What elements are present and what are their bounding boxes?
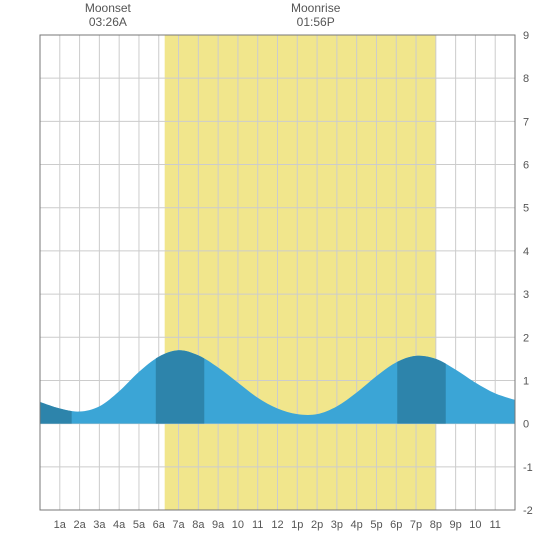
x-tick-label: 4p <box>351 519 363 531</box>
x-tick-label: 2a <box>73 519 86 531</box>
x-tick-label: 7a <box>172 519 185 531</box>
x-tick-label: 8a <box>192 519 205 531</box>
x-tick-label: 1a <box>54 519 67 531</box>
x-tick-label: 9p <box>450 519 462 531</box>
y-tick-label: 9 <box>523 30 529 42</box>
x-tick-label: 7p <box>410 519 422 531</box>
chart-svg: -2-101234567891a2a3a4a5a6a7a8a9a1011121p… <box>0 0 550 550</box>
y-tick-label: -1 <box>523 462 533 474</box>
x-tick-label: 11 <box>252 519 263 531</box>
tide-chart: -2-101234567891a2a3a4a5a6a7a8a9a1011121p… <box>0 0 550 550</box>
x-tick-label: 2p <box>311 519 323 531</box>
x-tick-label: 5a <box>133 519 146 531</box>
y-tick-label: 4 <box>523 246 529 258</box>
y-tick-label: -2 <box>523 505 533 517</box>
x-tick-label: 9a <box>212 519 225 531</box>
moonset-title: Moonset <box>85 1 132 15</box>
x-tick-label: 1p <box>291 519 303 531</box>
y-tick-label: 7 <box>523 116 529 128</box>
daylight-band <box>165 35 436 510</box>
x-tick-label: 10 <box>232 519 244 531</box>
x-tick-label: 3a <box>93 519 106 531</box>
moonrise-time: 01:56P <box>297 15 335 29</box>
y-tick-label: 3 <box>523 289 529 301</box>
moonrise-title: Moonrise <box>291 1 341 15</box>
x-tick-label: 8p <box>430 519 442 531</box>
x-tick-label: 6p <box>390 519 402 531</box>
y-tick-label: 6 <box>523 160 529 172</box>
y-tick-label: 2 <box>523 332 529 344</box>
x-tick-label: 4a <box>113 519 126 531</box>
y-tick-label: 1 <box>523 375 529 387</box>
x-tick-label: 6a <box>153 519 166 531</box>
x-tick-label: 12 <box>271 519 283 531</box>
moonset-time: 03:26A <box>89 15 127 29</box>
x-tick-label: 10 <box>469 519 481 531</box>
y-tick-label: 8 <box>523 73 529 85</box>
x-tick-label: 3p <box>331 519 343 531</box>
y-tick-label: 5 <box>523 203 529 215</box>
x-tick-label: 5p <box>370 519 382 531</box>
x-tick-label: 11 <box>489 519 500 531</box>
y-tick-label: 0 <box>523 419 529 431</box>
